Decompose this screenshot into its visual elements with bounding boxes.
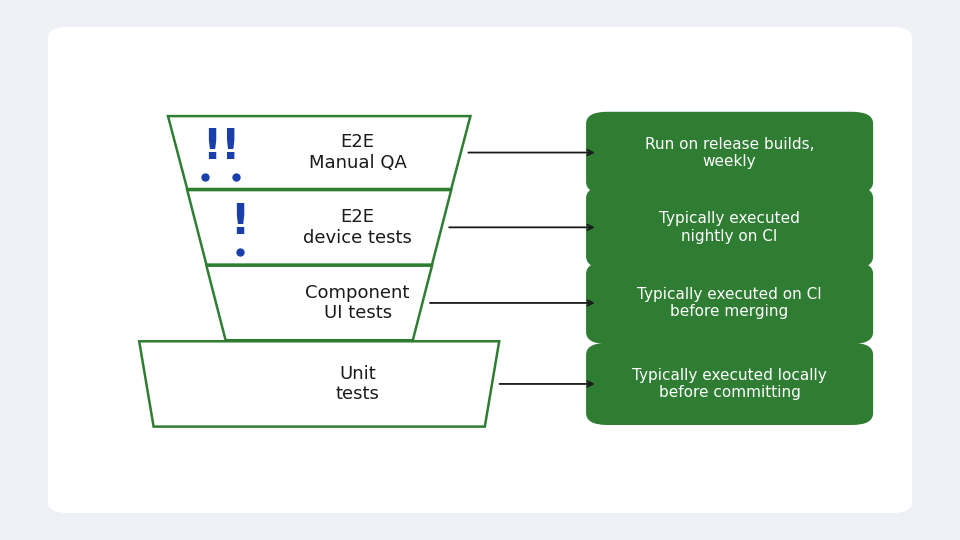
Text: !: ! (230, 201, 250, 243)
Polygon shape (168, 116, 470, 189)
Text: Typically executed on CI
before merging: Typically executed on CI before merging (637, 287, 822, 319)
Text: E2E
Manual QA: E2E Manual QA (309, 133, 406, 172)
FancyBboxPatch shape (586, 112, 874, 194)
Text: Run on release builds,
weekly: Run on release builds, weekly (645, 137, 814, 169)
FancyBboxPatch shape (586, 186, 874, 268)
Polygon shape (206, 266, 432, 340)
Text: Unit
tests: Unit tests (336, 364, 379, 403)
Text: Typically executed
nightly on CI: Typically executed nightly on CI (660, 211, 800, 244)
FancyBboxPatch shape (586, 262, 874, 344)
Text: !!: !! (202, 126, 240, 168)
Text: Component
UI tests: Component UI tests (305, 284, 410, 322)
Polygon shape (187, 190, 451, 265)
Text: E2E
device tests: E2E device tests (303, 208, 412, 247)
Polygon shape (139, 341, 499, 427)
FancyBboxPatch shape (586, 343, 874, 425)
FancyBboxPatch shape (48, 27, 912, 513)
Text: Typically executed locally
before committing: Typically executed locally before commit… (633, 368, 827, 400)
